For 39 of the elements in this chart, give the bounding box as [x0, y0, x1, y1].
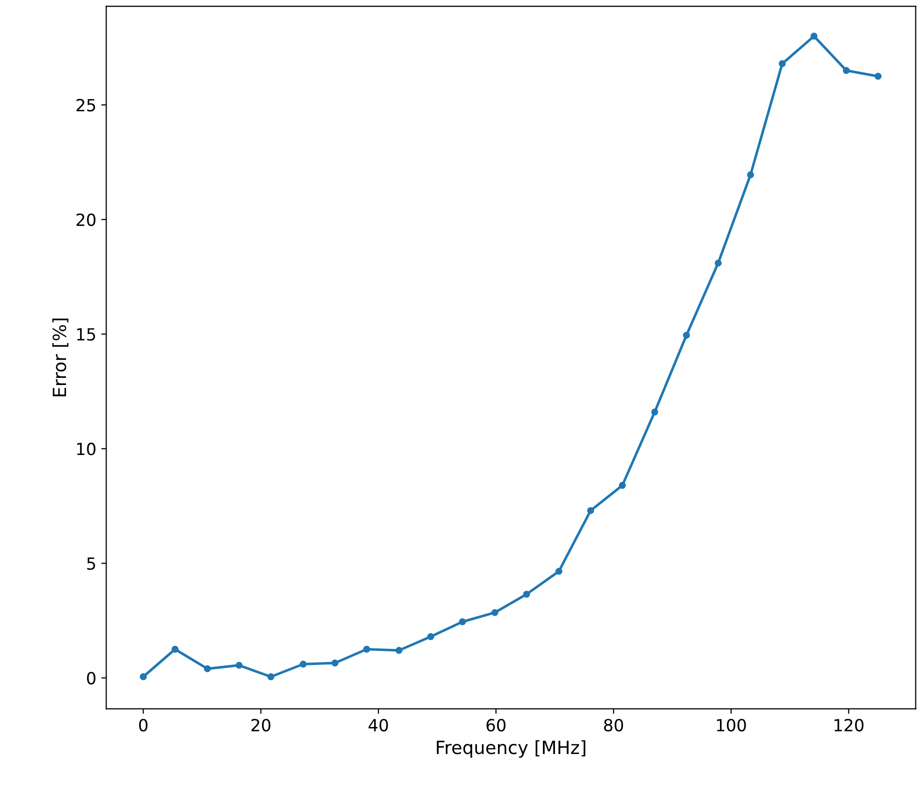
point	[331, 660, 338, 666]
point	[267, 673, 274, 680]
point	[204, 665, 211, 672]
point	[300, 660, 307, 668]
point	[396, 646, 402, 654]
point	[682, 332, 690, 339]
point	[618, 482, 626, 489]
x-tick-label: 120	[834, 718, 864, 732]
x-tick-label: 20	[251, 718, 270, 732]
y-tick-label: 20	[76, 213, 96, 226]
point	[587, 507, 594, 514]
point	[140, 673, 147, 680]
point	[427, 633, 434, 640]
y-tick-label: 0	[87, 672, 96, 684]
y-axis-title: Error [%]	[52, 318, 68, 396]
point	[459, 618, 466, 626]
y-tick-label: 25	[76, 98, 96, 112]
point	[810, 32, 818, 40]
y-tick-label: 15	[77, 328, 96, 341]
point	[778, 60, 786, 68]
x-axis-title: Frequency [MHz]	[436, 740, 586, 758]
point	[555, 568, 562, 575]
point	[491, 609, 498, 616]
point	[236, 662, 243, 669]
x-tick-label: 60	[486, 718, 506, 732]
point	[874, 72, 882, 80]
x-tick-label: 100	[717, 718, 746, 732]
point	[747, 171, 754, 178]
y-tick-label: 10	[77, 442, 96, 456]
x-tick-label: 80	[604, 718, 624, 732]
point	[523, 590, 530, 598]
point	[714, 260, 722, 267]
y-tick-label: 5	[87, 557, 96, 570]
x-tick-label: 40	[368, 718, 388, 732]
point	[172, 646, 179, 653]
point	[842, 67, 850, 74]
x-tick-label: 0	[139, 718, 148, 732]
point	[651, 408, 658, 416]
point	[363, 646, 370, 653]
